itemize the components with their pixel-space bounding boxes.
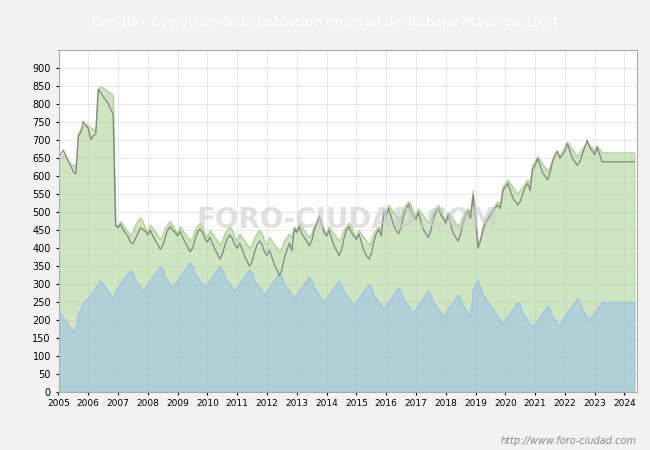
Text: http://www.foro-ciudad.com: http://www.foro-ciudad.com [501, 436, 637, 446]
Text: Beniflá - Evolucion de la poblacion en edad de Trabajar Mayo de 2024: Beniflá - Evolucion de la poblacion en e… [92, 16, 558, 29]
Text: FORO-CIUDAD.COM: FORO-CIUDAD.COM [197, 207, 499, 234]
